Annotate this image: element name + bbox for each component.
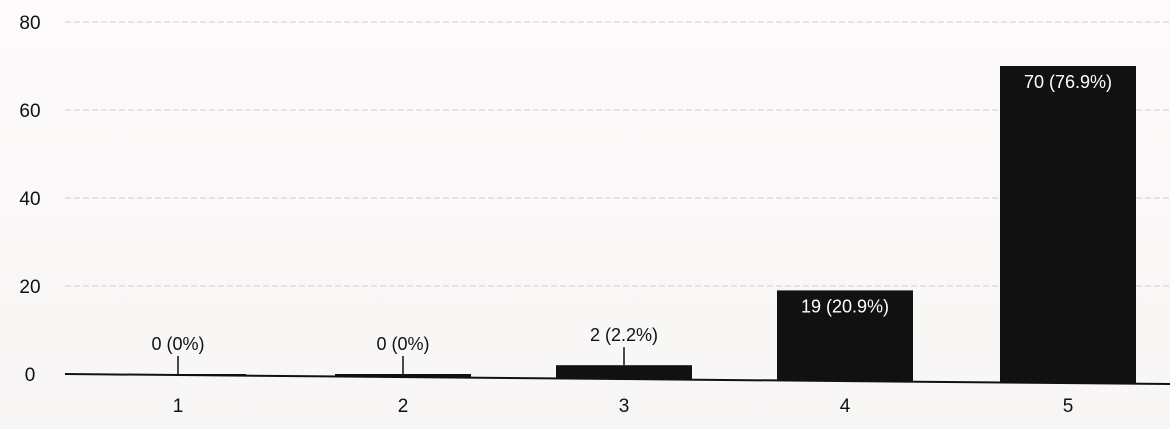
bar-4 — [777, 290, 913, 382]
data-label-4: 19 (20.9%) — [801, 296, 889, 316]
x-tick-label-5: 5 — [1063, 396, 1074, 417]
x-tick-label-4: 4 — [840, 396, 851, 417]
data-label-2: 0 (0%) — [376, 334, 429, 354]
data-label-5: 70 (76.9%) — [1024, 72, 1112, 92]
y-tick-label-80: 80 — [19, 13, 40, 34]
y-tick-label-60: 60 — [19, 101, 40, 122]
y-tick-label-0: 0 — [25, 365, 36, 386]
x-tick-label-2: 2 — [398, 396, 409, 417]
y-tick-label-20: 20 — [19, 277, 40, 298]
y-tick-label-40: 40 — [19, 189, 40, 210]
data-label-1: 0 (0%) — [151, 334, 204, 354]
bar-3 — [556, 365, 692, 380]
data-label-3: 2 (2.2%) — [590, 325, 658, 345]
bar-5 — [1000, 66, 1136, 384]
x-tick-label-1: 1 — [173, 396, 184, 417]
x-tick-label-3: 3 — [619, 396, 630, 417]
bar-2 — [335, 374, 471, 378]
bar-1 — [110, 374, 246, 376]
